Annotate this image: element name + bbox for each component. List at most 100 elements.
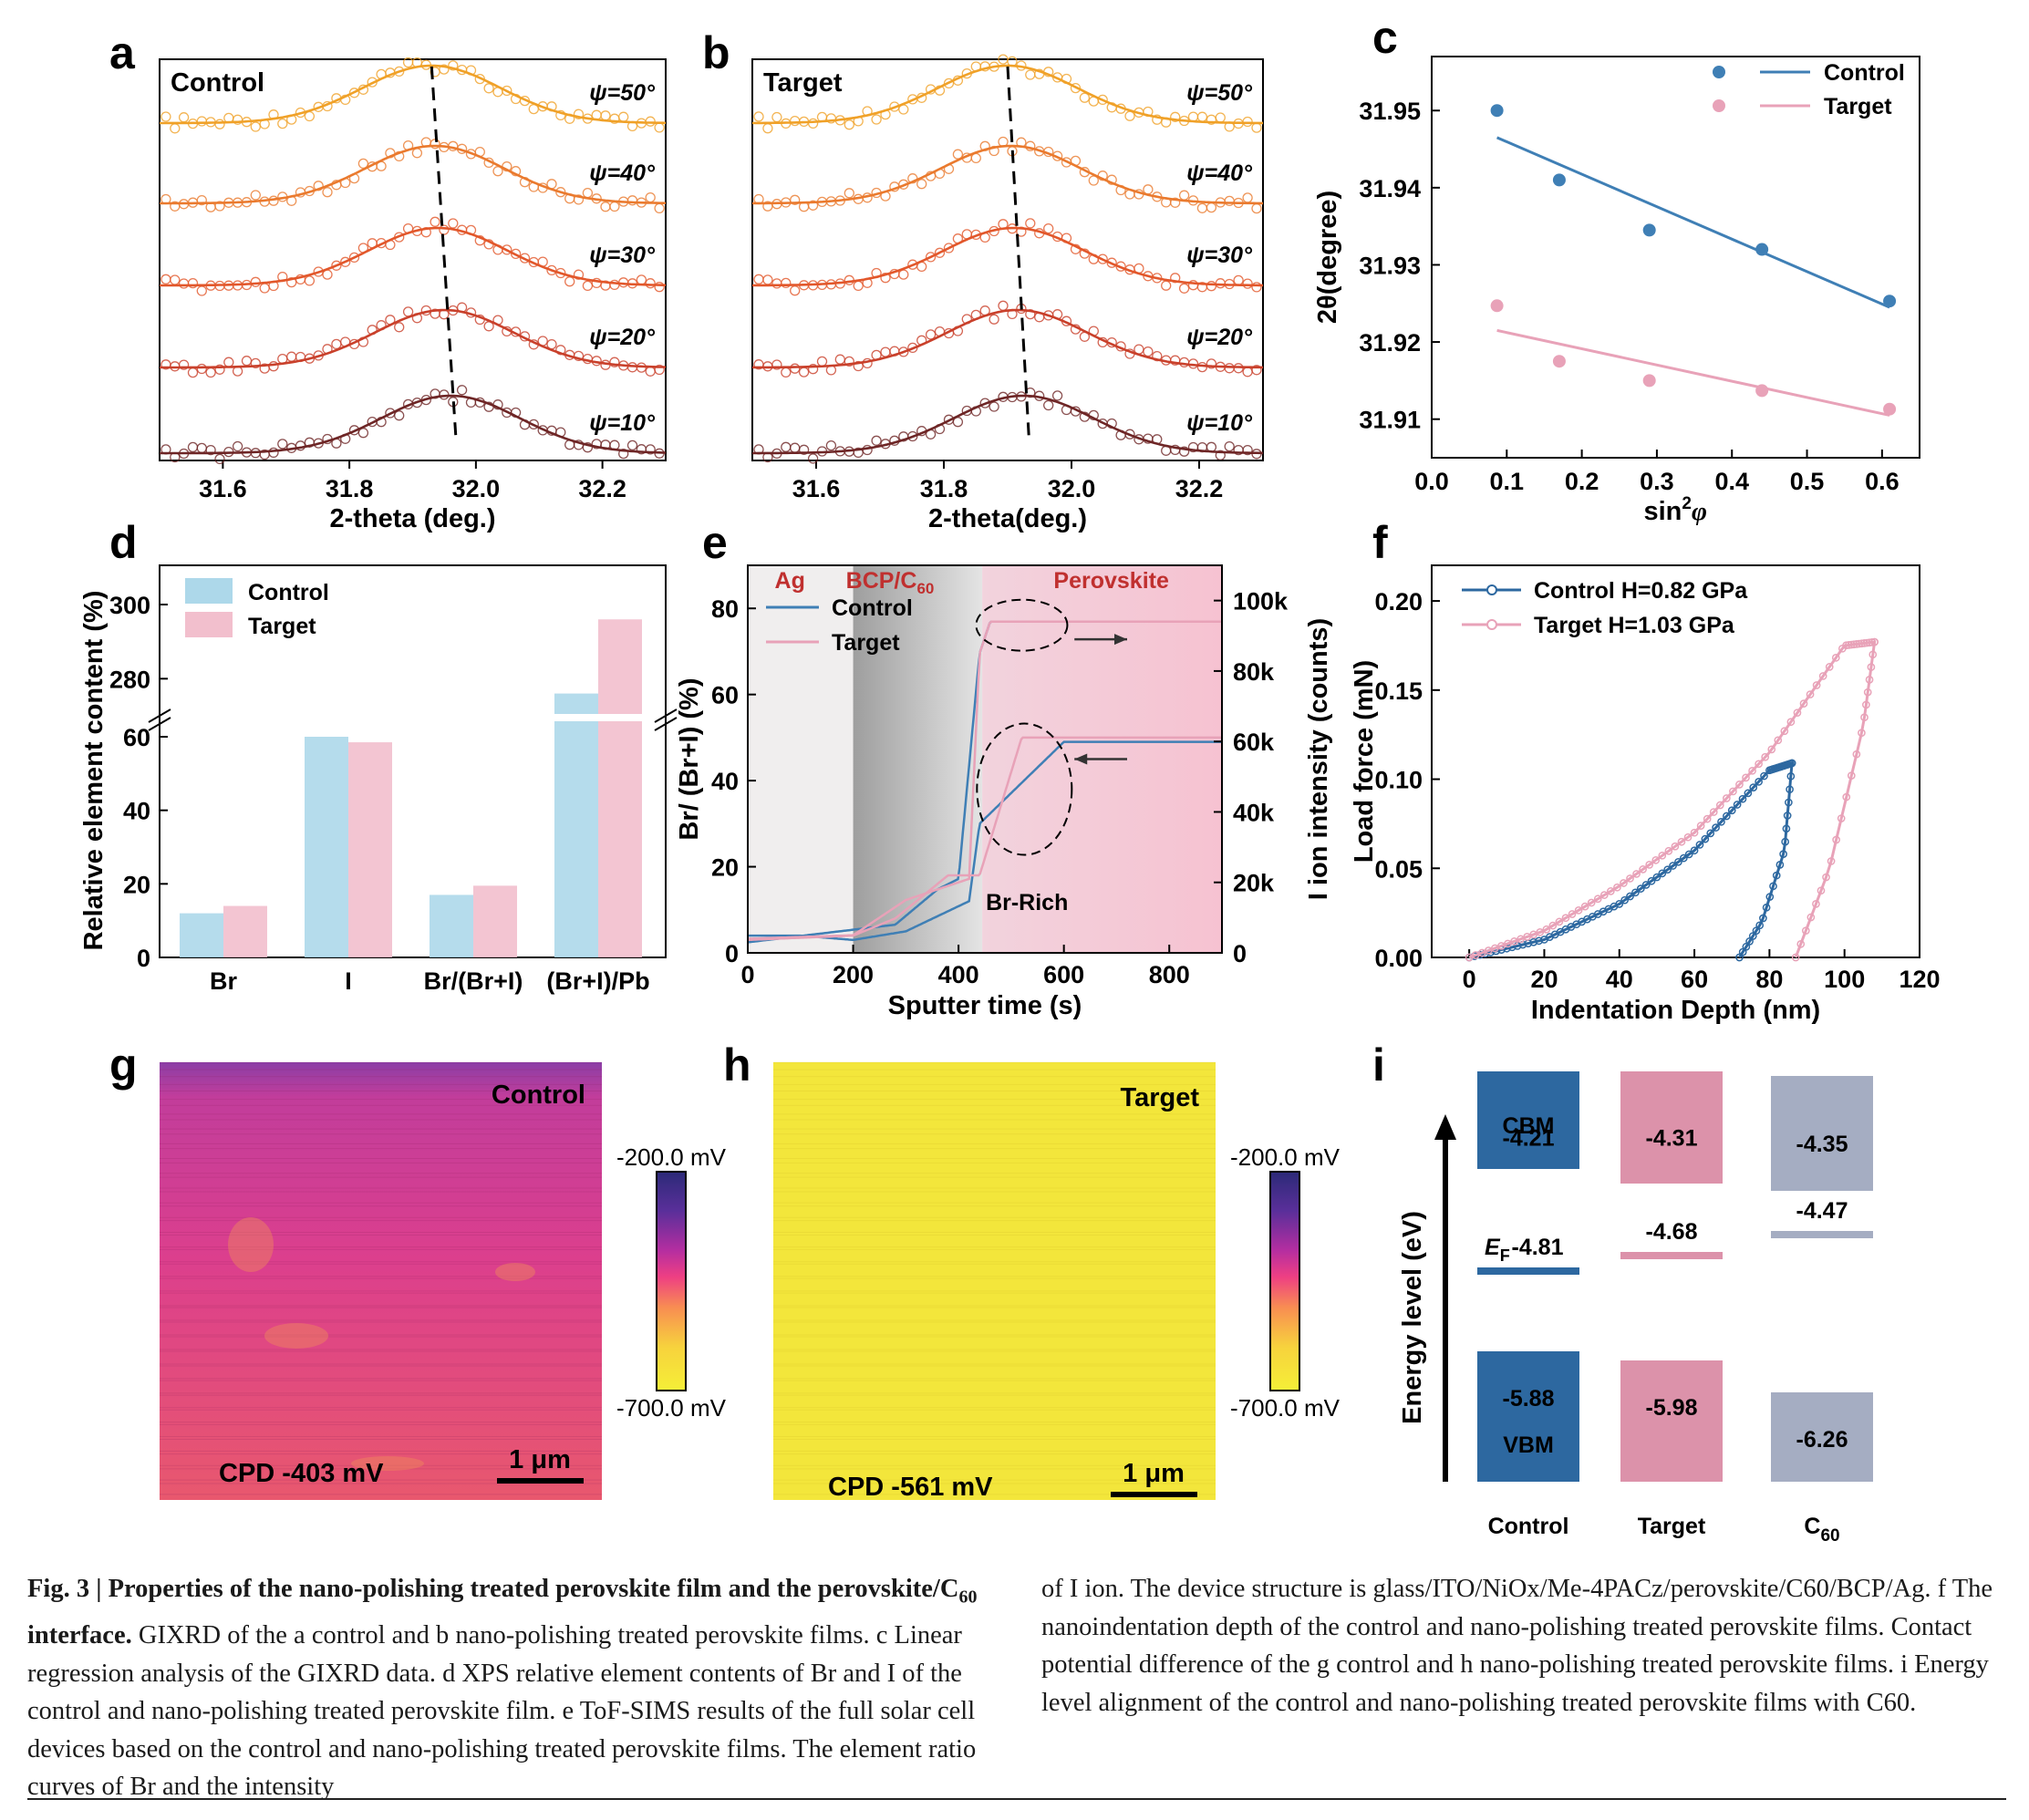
loading-point — [1599, 891, 1609, 899]
data-point — [609, 439, 620, 450]
legend-swatch — [185, 612, 233, 637]
data-point — [528, 103, 539, 115]
data-point — [187, 367, 199, 378]
data-point — [340, 433, 351, 444]
x-tick-label: 0.0 — [1414, 468, 1449, 495]
x-tick-label: 0.2 — [1565, 468, 1599, 495]
axis-break-mark — [148, 717, 171, 731]
data-point — [844, 119, 854, 130]
loading-point — [1607, 887, 1615, 895]
data-point — [970, 61, 981, 72]
cbm-block-Target — [1620, 1071, 1723, 1184]
data-point — [1115, 341, 1126, 352]
panel-b: b 31.6 31.8 32.0 32.2 2-theta(deg.) Target ψ=50… — [702, 27, 1264, 533]
y-tick-label-left: 80 — [711, 595, 739, 623]
data-point — [430, 216, 440, 227]
x-tick-label: 800 — [1149, 961, 1190, 988]
bar-Target-Br — [223, 905, 267, 957]
y-axis-title: Relative element content (%) — [79, 591, 109, 951]
data-point — [952, 326, 964, 336]
y-axis-title-left: Br/ (Br+I) (%) — [675, 677, 704, 840]
x-tick-label: Br/(Br+I) — [424, 967, 523, 995]
data-point — [241, 279, 253, 291]
unloading-point — [1832, 835, 1840, 844]
data-point — [979, 232, 990, 243]
data-point — [492, 166, 503, 177]
data-point — [348, 252, 360, 264]
data-point — [645, 116, 656, 127]
data-point — [798, 444, 810, 455]
panel-letter-f: f — [1372, 517, 1388, 568]
loading-point — [1658, 851, 1667, 860]
data-point — [348, 88, 360, 98]
y-tick-label-right: 20k — [1233, 870, 1275, 897]
loading-point — [1593, 894, 1602, 904]
x-tick-label: 0.5 — [1790, 468, 1825, 495]
data-point — [1170, 197, 1181, 208]
data-point — [1007, 56, 1018, 67]
bar-Control-Br/(Br+I) — [430, 894, 473, 957]
data-point — [853, 360, 864, 372]
data-point — [394, 150, 405, 162]
loading-point — [1574, 905, 1583, 915]
x-axis-title: Indentation Depth (nm) — [1531, 996, 1820, 1025]
loading-point — [1615, 900, 1624, 908]
data-point — [268, 447, 279, 459]
map-label-g: Control — [492, 1081, 585, 1110]
colorbar-top-label: -200.0 mV — [616, 1143, 727, 1171]
data-point — [322, 187, 333, 198]
plot-frame — [159, 564, 667, 958]
y-tick-label: 0 — [137, 945, 150, 972]
data-point — [1007, 223, 1018, 234]
data-point — [1242, 444, 1253, 456]
data-point — [232, 440, 243, 452]
data-point — [1070, 406, 1082, 417]
data-point — [816, 446, 828, 457]
panel-a: a 31.6 31.8 32.0 32.2 2-theta (deg.) Control ψ=… — [109, 27, 667, 533]
data-point — [807, 364, 819, 375]
data-point — [591, 193, 602, 204]
data-point — [1124, 110, 1135, 121]
loading-point — [1825, 663, 1834, 671]
data-point — [1233, 274, 1244, 286]
x-tick-label: 0.3 — [1640, 468, 1674, 495]
y-tick-label: 20 — [123, 871, 150, 898]
data-point — [952, 233, 964, 244]
data-point — [537, 256, 548, 267]
data-point — [1251, 122, 1262, 133]
dashed-ellipse-mid — [976, 722, 1073, 856]
data-point — [196, 285, 207, 296]
data-point — [411, 148, 423, 159]
fermi-label-main: E — [1485, 1235, 1501, 1260]
series-label-ψ=40°: ψ=40° — [1186, 160, 1253, 186]
data-point — [762, 274, 773, 285]
panel-letter-g: g — [109, 1039, 138, 1091]
unloading-point — [1759, 914, 1767, 923]
data-point — [636, 197, 647, 208]
data-point — [862, 106, 873, 117]
data-point — [1007, 308, 1018, 320]
data-point — [1134, 189, 1144, 200]
data-point — [952, 417, 964, 428]
data-point — [753, 193, 764, 205]
y-axis-title-right: I ion intensity (counts) — [1304, 618, 1333, 900]
data-point — [420, 394, 431, 406]
unloading-point — [1762, 903, 1771, 912]
bar-Control-Br — [180, 913, 223, 957]
data-point — [1178, 357, 1190, 368]
data-point — [348, 425, 360, 436]
data-point — [609, 279, 620, 291]
data-point — [1143, 184, 1154, 195]
data-point — [591, 356, 602, 367]
data-point — [1016, 391, 1027, 402]
unloading-point — [1806, 913, 1816, 922]
data-point — [1043, 67, 1054, 78]
data-point — [313, 350, 324, 361]
x-tick-label: 32.0 — [452, 475, 501, 502]
y-tick-label: 0.20 — [1374, 588, 1423, 615]
data-point — [1161, 117, 1172, 128]
unloading-point — [1783, 812, 1792, 820]
data-point — [626, 439, 638, 451]
legend-marker — [1713, 99, 1725, 112]
legend-marker — [1486, 584, 1497, 595]
